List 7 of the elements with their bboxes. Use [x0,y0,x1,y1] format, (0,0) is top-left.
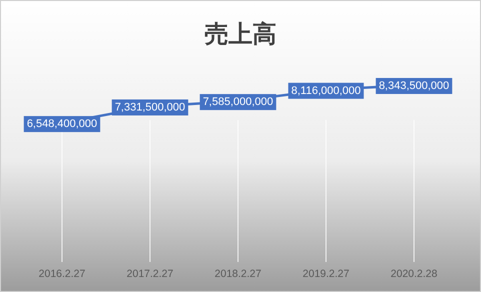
data-label: 6,548,400,000 [26,118,98,130]
chart-title: 売上高 [204,20,276,48]
x-tick-label: 2020.2.28 [390,268,438,280]
x-tick-label: 2016.2.27 [38,268,86,280]
x-tick-label: 2018.2.27 [214,268,262,280]
x-tick-label: 2019.2.27 [302,268,350,280]
x-tick-label: 2017.2.27 [126,268,174,280]
